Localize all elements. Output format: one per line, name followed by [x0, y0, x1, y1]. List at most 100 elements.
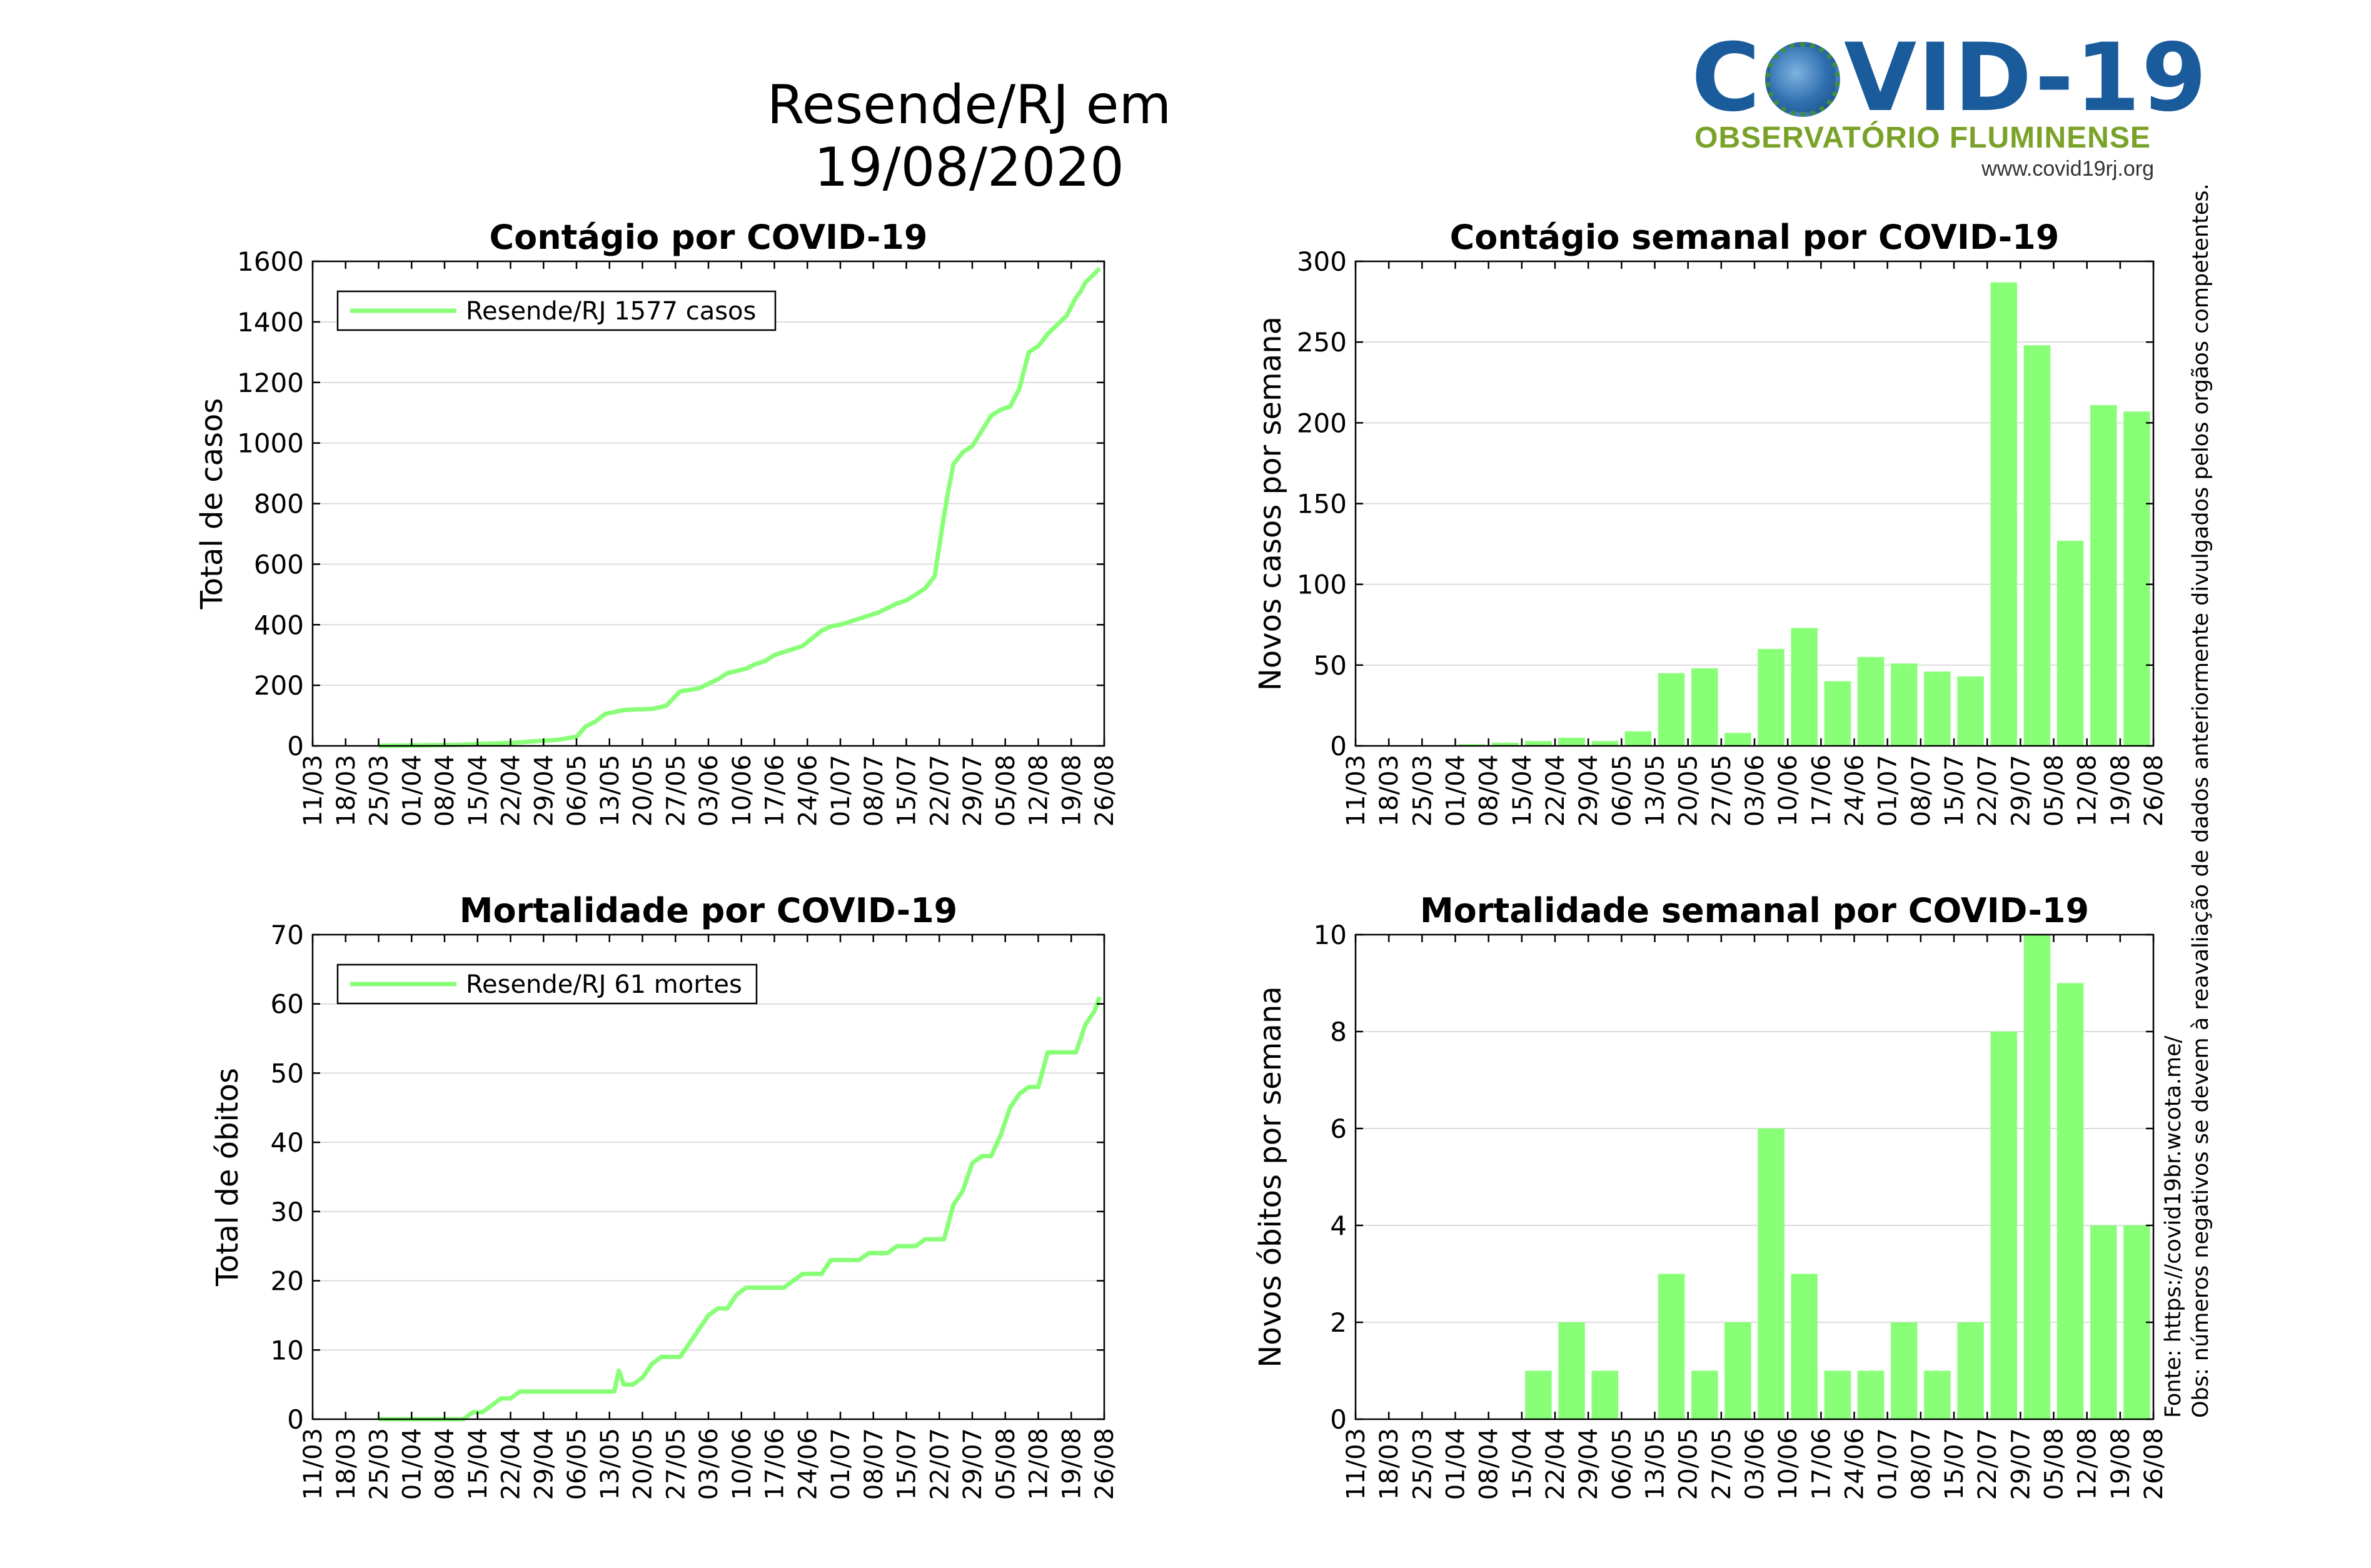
chart2-bar	[1558, 738, 1585, 746]
chart3-x-tick-label: 12/08	[1025, 1428, 1054, 1500]
chart3-x-tick-label: 03/06	[695, 1428, 723, 1500]
chart4-x-tick-label: 08/04	[1475, 1428, 1504, 1500]
chart3-x-tick-label: 06/05	[563, 1428, 591, 1500]
chart4-bar	[2023, 935, 2051, 1419]
chart1-x-tick-label: 08/07	[860, 755, 888, 827]
chart2-x-tick-label: 01/04	[1442, 755, 1471, 827]
chart4-bar	[1525, 1370, 1552, 1419]
chart4-x-tick-label: 12/08	[2073, 1428, 2102, 1500]
chart4-y-tick-label: 8	[1330, 1017, 1347, 1047]
chart2-x-tick-label: 08/04	[1475, 755, 1504, 827]
chart4-x-tick-label: 22/04	[1541, 1428, 1570, 1500]
chart3-y-tick-label: 20	[271, 1266, 304, 1297]
covid-logo: C VID-19 OBSERVATÓRIO FLUMINENSE www.covi…	[1691, 31, 2207, 184]
chart1-x-tick-label: 13/05	[596, 755, 625, 827]
chart3-x-tick-label: 20/05	[629, 1428, 658, 1500]
chart3-axes-frame	[311, 933, 1105, 1420]
chart1-x-tick-label: 25/03	[365, 755, 394, 827]
chart4-bar	[1957, 1322, 1984, 1419]
chart2-x-tick-label: 12/08	[2073, 755, 2102, 827]
chart2-x-tick-label: 22/04	[1541, 755, 1570, 827]
chart2-bar	[1791, 628, 1818, 746]
chart2-y-tick-label: 300	[1297, 246, 1347, 277]
chart4-x-tick-label: 08/07	[1907, 1428, 1936, 1500]
chart2-bar	[1758, 649, 1785, 746]
chart4-x-tick-label: 15/07	[1940, 1428, 1969, 1500]
chart3-y-axis-label: Total de óbitos	[210, 1068, 245, 1287]
chart4-x-tick-label: 17/06	[1807, 1428, 1836, 1500]
chart3-x-tick-label: 15/04	[464, 1428, 493, 1500]
chart4-x-tick-label: 01/07	[1874, 1428, 1903, 1500]
chart1-x-tick-label: 20/05	[629, 755, 658, 827]
chart2-bar	[1890, 663, 1918, 746]
chart1-y-tick-label: 1000	[237, 428, 304, 459]
chart1-x-tick-label: 12/08	[1025, 755, 1054, 827]
chart1-x-tick-label: 08/04	[431, 755, 460, 827]
chart4-y-tick-label: 0	[1330, 1404, 1347, 1435]
chart3-y-tick-label: 10	[271, 1335, 304, 1365]
chart2-bar	[1491, 742, 1519, 746]
chart3-y-tick-label: 60	[271, 989, 304, 1020]
chart3-title: Mortalidade por COVID-19	[460, 891, 957, 930]
chart1-x-tick-label: 03/06	[695, 755, 723, 827]
chart2-y-tick-label: 150	[1297, 489, 1347, 520]
chart2-x-tick-label: 08/07	[1907, 755, 1936, 827]
chart4-bar	[1890, 1322, 1918, 1419]
chart4-x-tick-label: 10/06	[1774, 1428, 1803, 1500]
page-title: Resende/RJ em 19/08/2020	[767, 74, 1172, 199]
chart1-x-tick-label: 15/07	[893, 755, 922, 827]
chart4-x-tick-label: 15/04	[1508, 1428, 1537, 1500]
chart2-bar	[1957, 676, 1984, 746]
chart2-x-tick-label: 24/06	[1841, 755, 1870, 827]
chart3-x-tick-label: 08/04	[431, 1428, 460, 1500]
chart3-y-tick-label: 50	[271, 1058, 304, 1088]
chart3-x-tick-label: 18/03	[332, 1428, 361, 1500]
chart3-legend-label: Resende/RJ 61 mortes	[466, 970, 742, 999]
chart4-x-tick-label: 18/03	[1375, 1428, 1404, 1500]
chart1-x-tick-label: 27/05	[662, 755, 690, 827]
chart4-bar	[1824, 1370, 1851, 1419]
chart1-x-tick-label: 29/07	[959, 755, 987, 827]
chart4-x-tick-label: 01/04	[1442, 1428, 1471, 1500]
chart3-y-tick-label: 40	[271, 1127, 304, 1158]
chart4-bar	[1990, 1032, 2018, 1419]
chart1-x-tick-label: 24/06	[793, 755, 822, 827]
chart4-y-tick-label: 6	[1330, 1113, 1347, 1144]
chart2-x-tick-label: 17/06	[1807, 755, 1836, 827]
chart3-x-tick-label: 24/06	[793, 1428, 822, 1500]
chart2-y-tick-label: 200	[1297, 408, 1347, 438]
chart2-bar	[1824, 681, 1851, 746]
chart2-x-tick-label: 29/04	[1574, 755, 1603, 827]
chart3-x-tick-label: 17/06	[761, 1428, 790, 1500]
chart2-x-tick-label: 11/03	[1342, 755, 1371, 827]
chart2-title: Contágio semanal por COVID-19	[1450, 218, 2060, 257]
chart1-legend-label: Resende/RJ 1577 casos	[466, 297, 756, 326]
chart1-x-tick-label: 18/03	[332, 755, 361, 827]
chart3-x-tick-label: 22/07	[925, 1428, 954, 1500]
chart4-bar	[1857, 1370, 1885, 1419]
chart2-x-tick-label: 05/08	[2040, 755, 2069, 827]
chart4-y-tick-label: 10	[1314, 920, 1347, 950]
chart3-series-line	[378, 996, 1102, 1422]
chart2-bar	[1990, 282, 2018, 746]
chart2-x-tick-label: 27/05	[1708, 755, 1736, 827]
chart2-x-tick-label: 25/03	[1408, 755, 1437, 827]
chart4-y-axis-label: Novos óbitos por semana	[1253, 986, 1288, 1367]
chart2-x-tick-label: 01/07	[1874, 755, 1903, 827]
chart2-y-tick-label: 250	[1297, 327, 1347, 358]
chart1-y-tick-label: 0	[287, 731, 304, 761]
chart3-x-tick-label: 25/03	[365, 1428, 394, 1500]
chart4-x-tick-label: 05/08	[2040, 1428, 2069, 1500]
chart4-x-tick-label: 29/07	[2006, 1428, 2035, 1500]
chart1-x-tick-label: 05/08	[992, 755, 1020, 827]
chart2-bar	[2023, 345, 2051, 746]
chart4-bar	[1758, 1128, 1785, 1419]
chart1-x-tick-label: 22/04	[497, 755, 526, 827]
chart1-x-tick-label: 11/03	[299, 755, 328, 827]
chart2-bar	[1658, 673, 1685, 746]
chart4-bar	[2090, 1225, 2117, 1419]
chart2-y-tick-label: 0	[1330, 731, 1347, 761]
chart1-x-tick-label: 01/07	[827, 755, 855, 827]
chart3-x-tick-label: 05/08	[992, 1428, 1020, 1500]
chart2-x-tick-label: 06/05	[1608, 755, 1636, 827]
